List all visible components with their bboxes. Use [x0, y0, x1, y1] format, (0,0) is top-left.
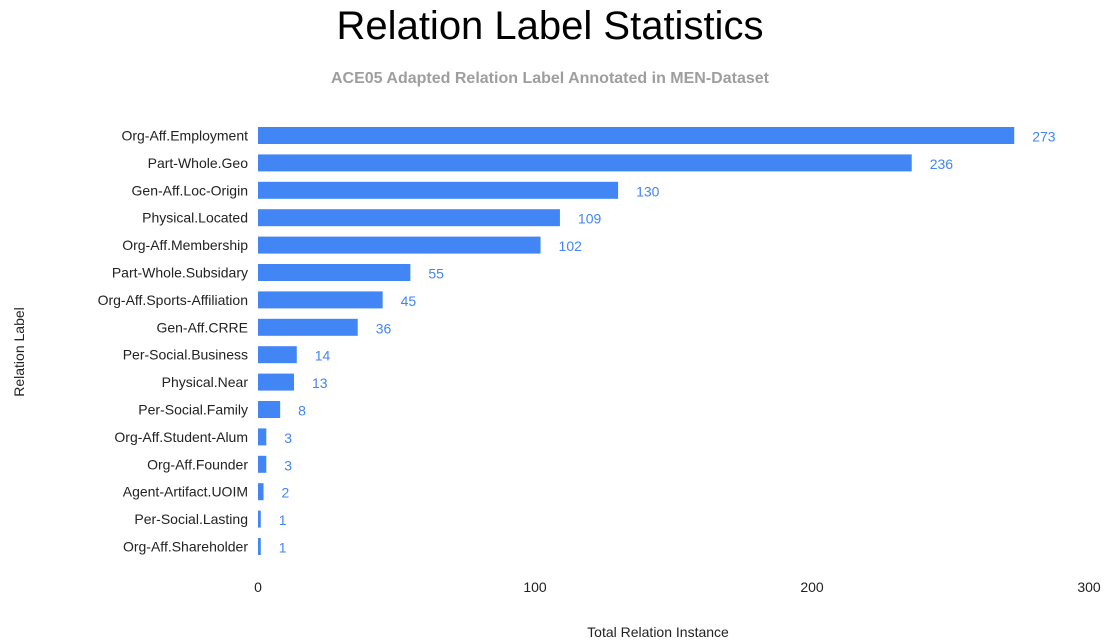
category-label: Physical.Near — [162, 374, 249, 390]
bar — [258, 291, 383, 309]
bar — [258, 428, 267, 446]
data-label: 45 — [401, 293, 417, 309]
bar — [258, 264, 411, 281]
category-label: Part-Whole.Geo — [148, 155, 249, 171]
category-label: Gen-Aff.CRRE — [156, 319, 248, 335]
data-label: 3 — [284, 457, 292, 473]
x-axis-label: Total Relation Instance — [587, 624, 729, 640]
bar — [258, 538, 261, 555]
data-label: 1 — [279, 512, 287, 528]
category-label: Gen-Aff.Loc-Origin — [132, 182, 248, 198]
x-tick-label: 100 — [523, 579, 547, 595]
x-tick-label: 300 — [1077, 579, 1101, 595]
category-label: Org-Aff.Shareholder — [123, 539, 248, 555]
category-label: Per-Social.Lasting — [134, 511, 248, 527]
category-label: Per-Social.Business — [123, 347, 248, 363]
data-label: 130 — [636, 183, 660, 199]
data-label: 8 — [298, 403, 306, 419]
data-label: 55 — [428, 266, 444, 282]
bar — [258, 236, 541, 254]
category-label: Org-Aff.Founder — [147, 456, 248, 472]
data-label: 36 — [376, 320, 392, 336]
bar — [258, 483, 264, 501]
bar — [258, 346, 297, 364]
data-label: 273 — [1032, 129, 1056, 145]
bar — [258, 318, 358, 336]
data-label: 14 — [315, 348, 331, 364]
data-label: 109 — [578, 211, 602, 227]
category-label: Part-Whole.Subsidary — [112, 265, 248, 281]
data-label: 3 — [284, 430, 292, 446]
bar — [258, 209, 560, 227]
chart-subtitle: ACE05 Adapted Relation Label Annotated i… — [331, 70, 769, 87]
y-axis-label: Relation Label — [11, 307, 27, 397]
data-label: 236 — [930, 156, 954, 172]
x-tick-label: 0 — [254, 579, 262, 595]
bar — [258, 154, 912, 172]
bar — [258, 181, 619, 199]
x-tick-label: 200 — [800, 579, 824, 595]
bar — [258, 510, 261, 528]
bar — [258, 401, 281, 418]
data-label: 1 — [279, 540, 287, 556]
category-label: Org-Aff.Employment — [121, 128, 248, 144]
data-label: 2 — [282, 485, 290, 501]
category-label: Physical.Located — [142, 210, 248, 226]
bar — [258, 455, 267, 473]
data-label: 13 — [312, 375, 328, 391]
bar — [258, 373, 295, 391]
data-label: 102 — [559, 238, 583, 254]
category-label: Org-Aff.Sports-Affiliation — [98, 292, 248, 308]
category-label: Agent-Artifact.UOIM — [123, 484, 248, 500]
category-label: Org-Aff.Student-Alum — [114, 429, 248, 445]
chart-title: Relation Label Statistics — [336, 4, 764, 48]
bar — [258, 127, 1015, 144]
category-label: Per-Social.Family — [138, 402, 248, 418]
category-label: Org-Aff.Membership — [122, 237, 248, 253]
